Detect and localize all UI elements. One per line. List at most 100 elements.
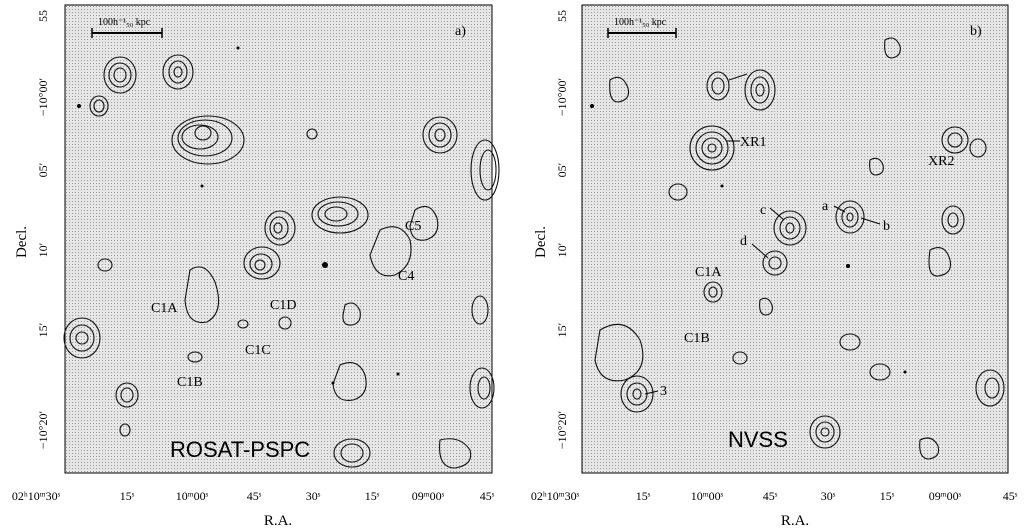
contour-source [975,369,1005,407]
contour-source [162,54,194,90]
panel-b: 100h⁻¹₅₀ kpc b) [531,4,1018,529]
x-tick-label: 45ˢ [763,489,778,503]
panel-b-scale-bar: 100h⁻¹₅₀ kpc [607,17,677,38]
contour-source [768,256,782,270]
contour-source [471,295,489,325]
y-tick-label: 15′ [555,322,569,337]
contour-source [708,286,718,298]
contour-source [969,138,987,158]
contour-source [254,259,266,271]
contour-source [75,331,89,345]
contour-source [194,125,212,141]
contour-source [706,71,730,101]
contour-source [941,126,969,154]
contour-source [63,317,101,359]
contour-source [278,316,292,330]
contour-source [835,200,865,234]
contour-source [311,196,369,234]
contour-source [369,226,412,277]
panel-b-source-label: XR2 [928,154,954,169]
contour-source [342,302,361,326]
panel-b-y-ticks: 55 −10°00′ 05′ 10′ 15′ −10°20′ [555,10,569,449]
y-tick-label: 55 [555,10,569,22]
panel-b-contours [594,37,1005,460]
panel-a-y-axis-title: Decl. [14,226,30,258]
contour-source [269,216,289,240]
contour-source [69,324,95,352]
contour-source [120,387,134,403]
contour-source [264,210,296,246]
panel-a-point-sources [77,46,400,385]
panel-a-y-ticks: 55 −10°00′ 05′ 10′ 15′ −10°20′ [36,10,50,449]
x-tick-label: 30ˢ [821,489,836,503]
contour-source [317,201,359,227]
contour-source [173,66,183,78]
panel-a-contours [63,54,500,469]
contour-source [707,143,717,153]
contour-source [184,266,220,324]
contour-source [340,443,364,463]
contour-source [249,253,273,275]
panel-b-source-label: XR1 [740,135,766,150]
y-tick-label: −10°00′ [36,78,50,117]
panel-a-scale-bar: 100h⁻¹₅₀ kpc [91,17,163,38]
contour-source [668,183,688,201]
contour-source [181,124,219,150]
contour-source [237,319,249,329]
contour-source [119,423,131,437]
panel-a-source-label: C1C [245,343,271,358]
contour-source [728,73,748,81]
contour-source [428,122,452,148]
x-tick-label: 09ᵐ00ˢ [929,489,962,503]
contour-source [115,382,139,408]
contour-source [177,119,233,157]
contour-source [103,56,137,94]
panel-a-x-axis-title: R.A. [264,513,292,529]
contour-source [839,333,861,351]
contour-source [947,212,959,228]
contour-source [703,281,723,303]
contour-source [620,375,654,413]
contour-source [477,376,491,400]
panel-b-y-axis-title: Decl. [533,226,549,258]
contour-source [941,205,965,235]
contour-source [422,116,458,154]
contour-source [243,246,281,280]
contour-source [919,437,940,460]
contour-source [168,60,188,84]
panel-b-source-label: 3 [660,384,667,399]
contour-source [815,421,835,443]
contour-source [869,157,884,176]
x-tick-label: 02ʰ10ᵐ30ˢ [531,489,580,503]
y-tick-label: 05′ [36,162,50,177]
contour-source [594,323,644,382]
contour-source [332,362,367,401]
contour-source [470,139,500,201]
contour-source [306,128,318,140]
panel-a-scale-bar-label: 100h⁻¹₅₀ kpc [98,17,151,28]
y-tick-label: 55 [36,10,50,22]
contour-source [869,363,891,381]
panel-a-source-label: C1D [270,298,296,313]
y-tick-label: 10′ [36,242,50,257]
x-tick-label: 15ˢ [365,489,380,503]
panel-b-survey-label: NVSS [728,427,788,452]
panel-a-letter: a) [455,24,466,39]
panel-b-point-sources [590,104,907,374]
x-tick-label: 45ˢ [247,489,262,503]
x-tick-label: 10ᵐ00ˢ [691,489,724,503]
x-tick-label: 09ᵐ00ˢ [412,489,445,503]
x-tick-label: 45ˢ [480,489,495,503]
panel-a: 100h⁻¹₅₀ kpc a) [12,4,500,529]
contour-source [984,377,1000,399]
contour-source [809,415,841,449]
contour-source [841,206,859,228]
contour-source [755,83,765,97]
y-tick-label: 10′ [555,242,569,257]
contour-source [689,125,735,171]
contour-source [632,388,642,400]
contour-source [171,115,245,165]
x-tick-label: 15ˢ [636,489,651,503]
panel-b-source-label: C1B [684,331,710,346]
panel-a-survey-label: ROSAT-PSPC [170,437,310,462]
